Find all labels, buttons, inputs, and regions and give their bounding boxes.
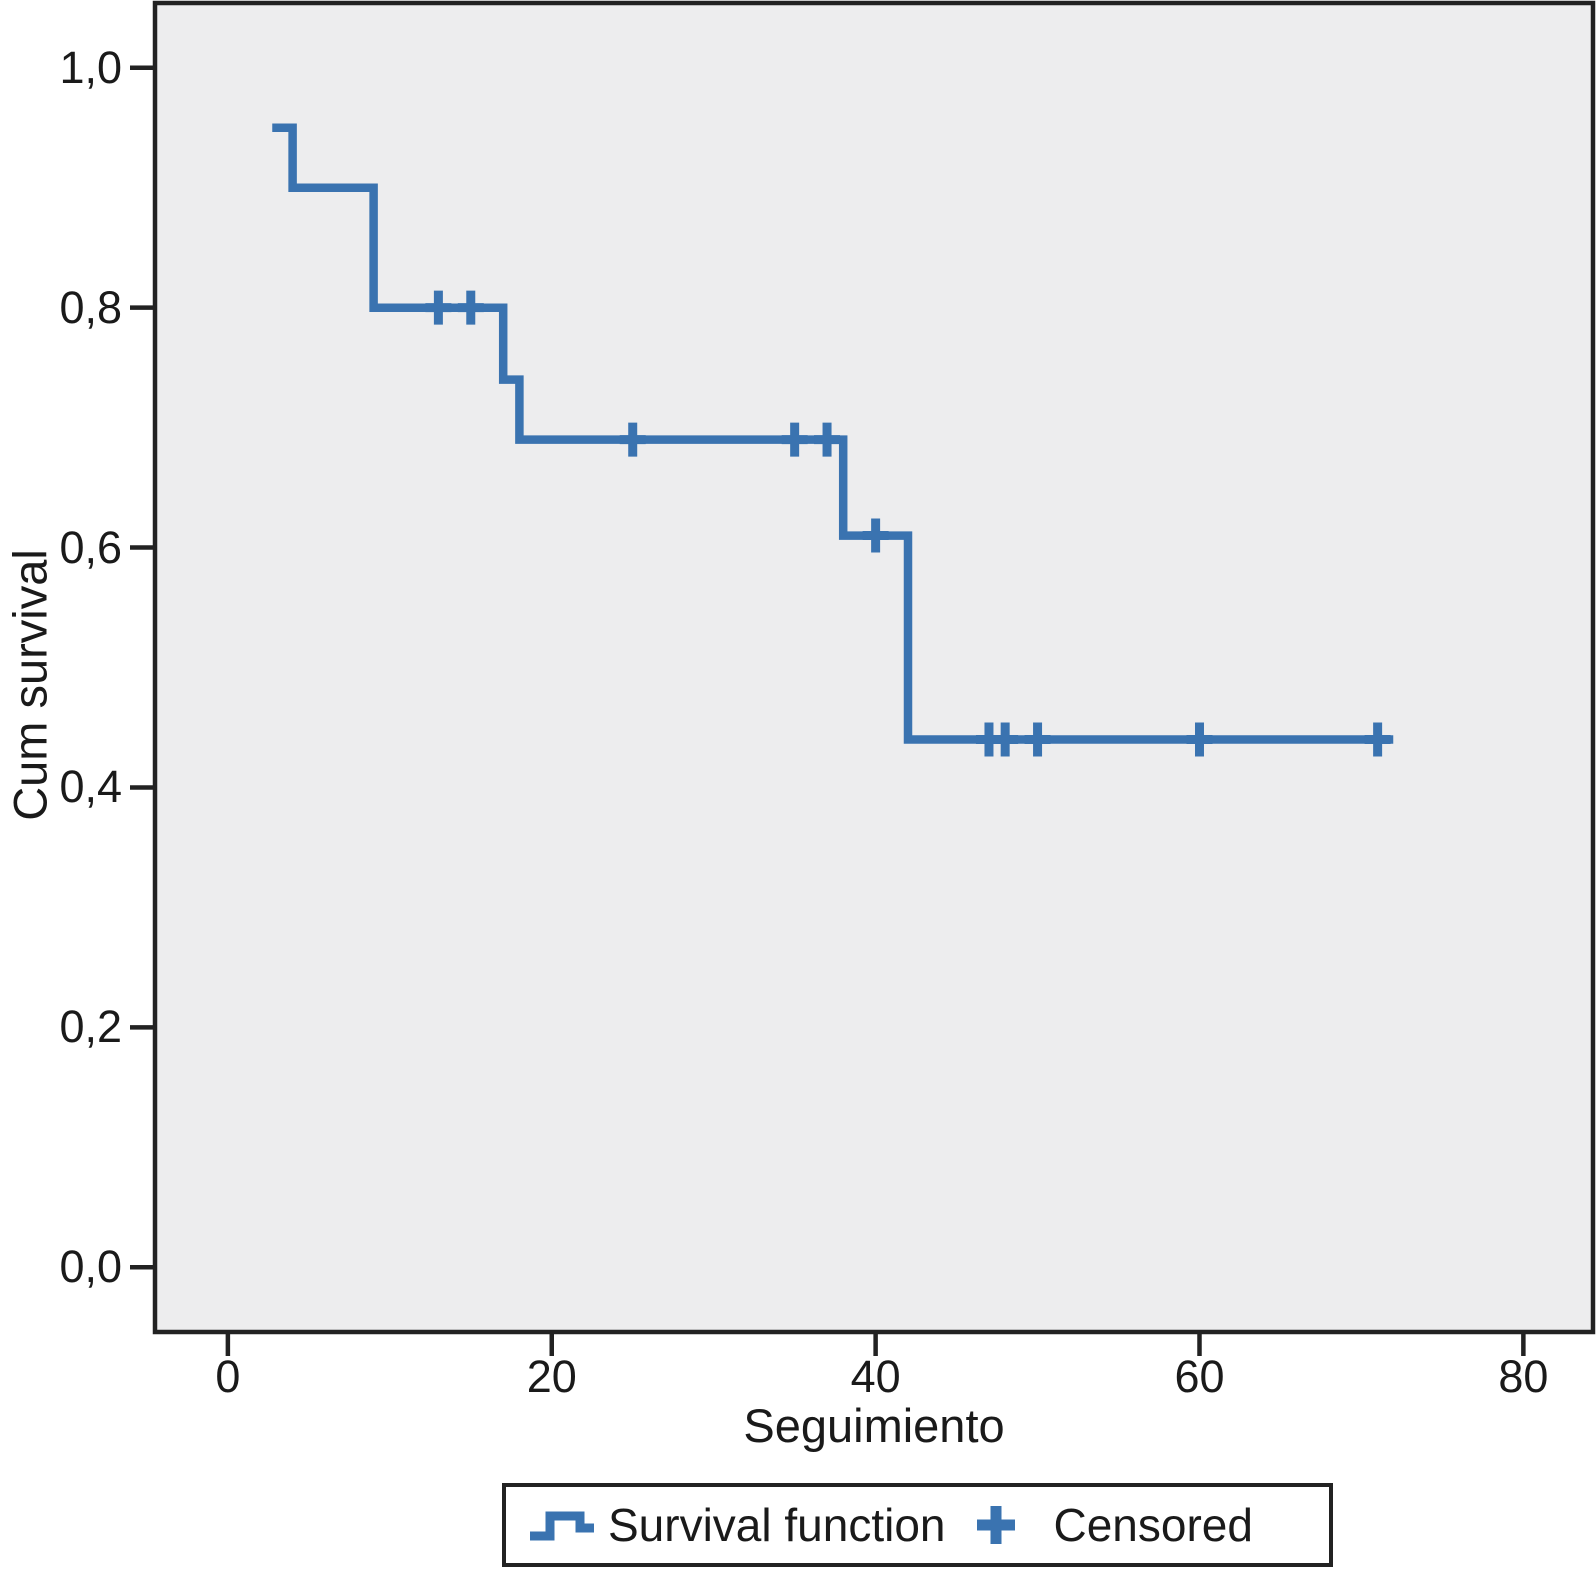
- y-tick-label: 0,6: [59, 521, 122, 573]
- legend-survival-label: Survival function: [608, 1499, 946, 1551]
- plot-area: [155, 3, 1593, 1332]
- survival-curve: [272, 123, 1394, 744]
- legend: Survival function Censored: [502, 1483, 1333, 1567]
- x-tick-label: 20: [526, 1351, 577, 1402]
- y-tick-label: 0,2: [59, 1001, 122, 1053]
- plot-frame: [152, 0, 1596, 1335]
- x-tick-label: 0: [215, 1351, 241, 1402]
- censored-markers: [425, 290, 1391, 757]
- x-axis-title: Seguimiento: [743, 1399, 1005, 1452]
- censored-marker: [814, 422, 841, 457]
- censored-marker: [992, 722, 1019, 757]
- y-tick-label: 1,0: [59, 41, 122, 93]
- y-axis-title: Cum survival: [3, 549, 57, 821]
- censored-marker: [619, 422, 646, 457]
- censored-marker: [1186, 722, 1213, 757]
- censored-marker: [862, 518, 889, 553]
- censored-marker: [1024, 722, 1051, 757]
- censored-marker: [1364, 722, 1391, 757]
- censored-marker: [781, 422, 808, 457]
- survival-function-icon: [530, 1511, 594, 1541]
- x-tick-label: 60: [1174, 1351, 1225, 1402]
- censored-marker: [425, 290, 452, 325]
- axis-tick-marks: [130, 65, 1526, 1356]
- censored-plus-icon: [976, 1506, 1015, 1544]
- y-tick-label: 0,8: [59, 281, 122, 333]
- censored-marker: [457, 290, 484, 325]
- legend-censored-label: Censored: [1053, 1499, 1253, 1551]
- x-tick-label: 80: [1498, 1351, 1549, 1402]
- y-tick-label: 0,4: [59, 761, 122, 813]
- x-tick-label: 40: [850, 1351, 901, 1402]
- y-tick-label: 0,0: [59, 1241, 122, 1293]
